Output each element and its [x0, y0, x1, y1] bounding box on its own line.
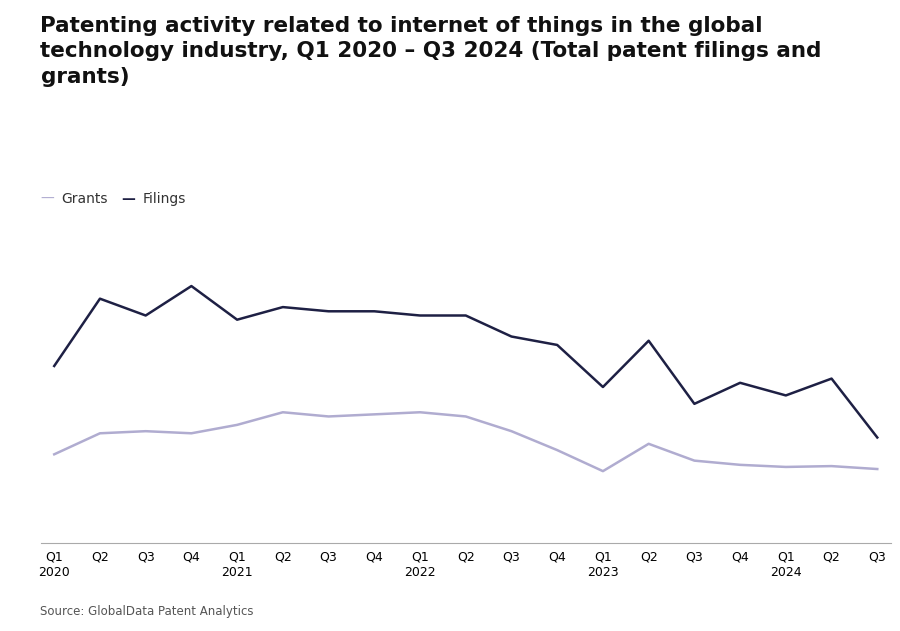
Text: —: —: [122, 192, 135, 206]
Text: Source: GlobalData Patent Analytics: Source: GlobalData Patent Analytics: [40, 605, 254, 618]
Text: Grants: Grants: [61, 192, 108, 206]
Text: Filings: Filings: [142, 192, 185, 206]
Text: —: —: [40, 192, 54, 206]
Text: Patenting activity related to internet of things in the global
technology indust: Patenting activity related to internet o…: [40, 16, 822, 87]
